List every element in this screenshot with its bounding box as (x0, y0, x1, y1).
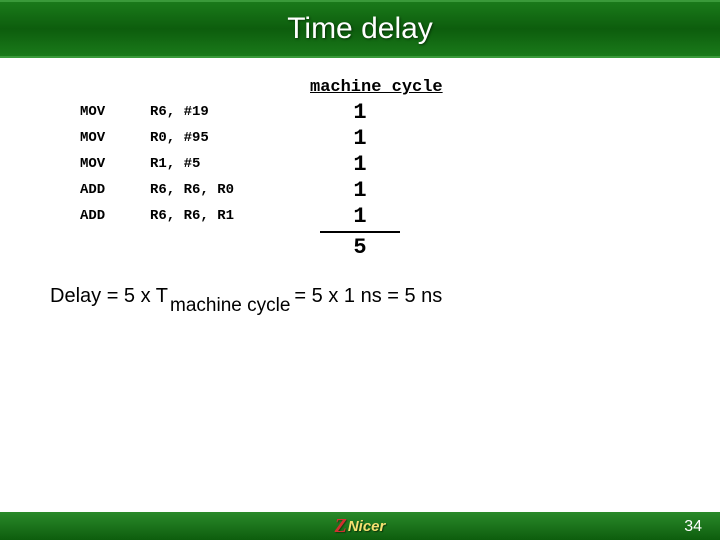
cell-mnemonic: MOV (80, 104, 150, 120)
cell-cycles: 1 (310, 126, 410, 151)
formula-subscript: machine cycle (170, 295, 290, 317)
cell-operands: R6, R6, R1 (150, 208, 310, 224)
logo: Z Nicer (335, 515, 386, 538)
cell-cycles: 1 (310, 100, 410, 125)
cell-cycles: 1 (310, 178, 410, 203)
formula-post: = 5 x 1 ns = 5 ns (294, 285, 442, 308)
cell-operands: R6, R6, R0 (150, 182, 310, 198)
page-number: 34 (684, 518, 702, 536)
logo-z-icon: Z (335, 515, 347, 538)
cell-operands: R0, #95 (150, 130, 310, 146)
table-row: MOV R1, #5 1 (80, 151, 670, 177)
sum-value: 5 (310, 235, 410, 260)
cell-operands: R6, #19 (150, 104, 310, 120)
slide-content: machine cycle MOV R6, #19 1 MOV R0, #95 … (0, 58, 720, 308)
logo-text: Nicer (348, 518, 386, 535)
sum-row: 5 (80, 233, 670, 261)
cell-mnemonic: MOV (80, 156, 150, 172)
table-row: MOV R6, #19 1 (80, 99, 670, 125)
formula-pre: Delay = 5 x T (50, 285, 168, 308)
column-header-machine-cycle: machine cycle (310, 78, 670, 97)
slide-footer: Z Nicer 34 (0, 512, 720, 540)
slide-title: Time delay (287, 12, 433, 46)
slide-header: Time delay (0, 0, 720, 58)
cell-mnemonic: MOV (80, 130, 150, 146)
cell-cycles: 1 (310, 204, 410, 229)
cell-mnemonic: ADD (80, 182, 150, 198)
cell-mnemonic: ADD (80, 208, 150, 224)
delay-formula: Delay = 5 x T machine cycle = 5 x 1 ns =… (50, 285, 670, 308)
instruction-table: MOV R6, #19 1 MOV R0, #95 1 MOV R1, #5 1… (80, 99, 670, 229)
table-row: ADD R6, R6, R0 1 (80, 177, 670, 203)
cell-operands: R1, #5 (150, 156, 310, 172)
table-row: MOV R0, #95 1 (80, 125, 670, 151)
cell-cycles: 1 (310, 152, 410, 177)
table-row: ADD R6, R6, R1 1 (80, 203, 670, 229)
